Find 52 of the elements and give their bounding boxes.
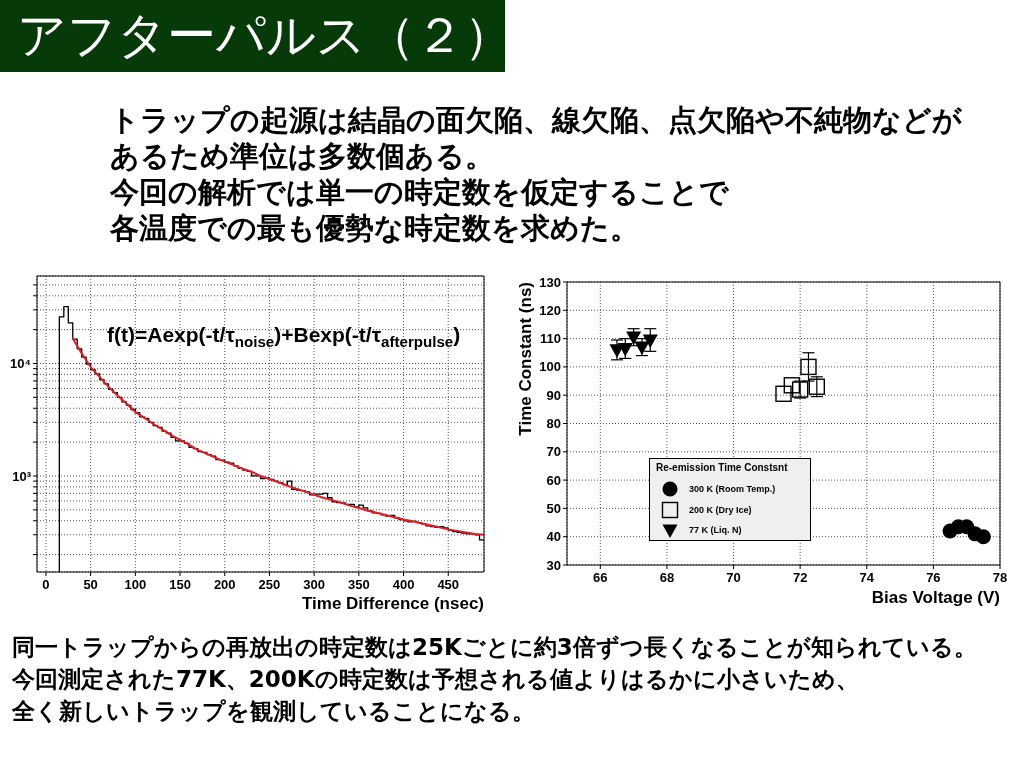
- y-tick-label: 70: [546, 444, 561, 460]
- x-axis-title: Bias Voltage (V): [871, 588, 1000, 607]
- x-tick-label: 200: [213, 577, 236, 593]
- x-tick-label: 450: [437, 577, 460, 593]
- legend-label: 77 K (Liq. N): [689, 525, 742, 535]
- y-tick-label: 110: [540, 331, 561, 347]
- point: [642, 334, 658, 348]
- x-tick-label: 400: [392, 577, 415, 593]
- text: アフターパルス（２）: [17, 7, 513, 65]
- x-tick-label: 68: [659, 570, 675, 586]
- y-tick-label: 120: [539, 302, 561, 318]
- x-tick-label: 100: [124, 577, 147, 593]
- x-tick-label: 70: [726, 570, 741, 586]
- x-tick-label: 150: [169, 577, 191, 593]
- point: [800, 358, 817, 376]
- y-axis-title: Time Constant (ns): [516, 282, 535, 436]
- x-tick-label: 50: [83, 577, 98, 593]
- annotation: f(t)=Aexp(-t/τ$_{noise}$)+Bexp(-t/τ$_{afterpulse}$): [107, 323, 461, 351]
- y-tick-label: 100: [539, 359, 561, 375]
- x-tick-label: 0: [42, 577, 50, 593]
- x-tick-label: 74: [859, 570, 875, 586]
- y-tick-label: 50: [546, 500, 561, 516]
- x-tick-label: 350: [347, 577, 370, 593]
- y-tick-label: 130: [539, 274, 561, 290]
- y-tick-label: 10⁴: [10, 356, 31, 372]
- x-axis-title: Time Difference (nsec): [301, 594, 484, 613]
- y-tick-label: 30: [546, 557, 561, 573]
- legend-label: 200 K (Dry Ice): [689, 504, 752, 515]
- text: 各温度での最も優勢な時定数を求めた。: [110, 211, 639, 246]
- text: トラップの起源は結晶の面欠陥、線欠陥、点欠陥や不純物などが: [110, 103, 962, 138]
- text: 全く新しいトラップを観測していることになる。: [12, 698, 535, 725]
- y-tick-label: 10³: [12, 468, 32, 484]
- y-tick-label: 40: [546, 529, 561, 545]
- text: 同一トラップからの再放出の時定数は25Kごとに約3倍ずつ長くなることが知られている。: [12, 634, 977, 661]
- x-tick-label: 78: [992, 570, 1008, 586]
- y-tick-label: 90: [546, 387, 561, 403]
- x-tick-label: 66: [593, 570, 608, 586]
- text: あるため準位は多数個ある。: [110, 139, 494, 174]
- y-tick-label: 80: [546, 416, 561, 432]
- point: [975, 529, 991, 545]
- legend-title: Re-emission Time Constsnt: [656, 462, 788, 473]
- y-tick-label: 60: [546, 472, 561, 488]
- point: [775, 385, 792, 402]
- legend-label: 300 K (Room Temp.): [689, 484, 776, 494]
- text: 今回測定された77K、200Kの時定数は予想される値よりはるかに小さいため、: [12, 666, 859, 693]
- x-tick-label: 250: [258, 577, 281, 593]
- x-tick-label: 76: [926, 570, 941, 586]
- x-tick-label: 72: [792, 570, 808, 586]
- x-tick-label: 300: [303, 577, 325, 593]
- point: [783, 377, 801, 394]
- point: [617, 342, 633, 357]
- text: 今回の解析では単一の時定数を仮定することで: [110, 175, 729, 210]
